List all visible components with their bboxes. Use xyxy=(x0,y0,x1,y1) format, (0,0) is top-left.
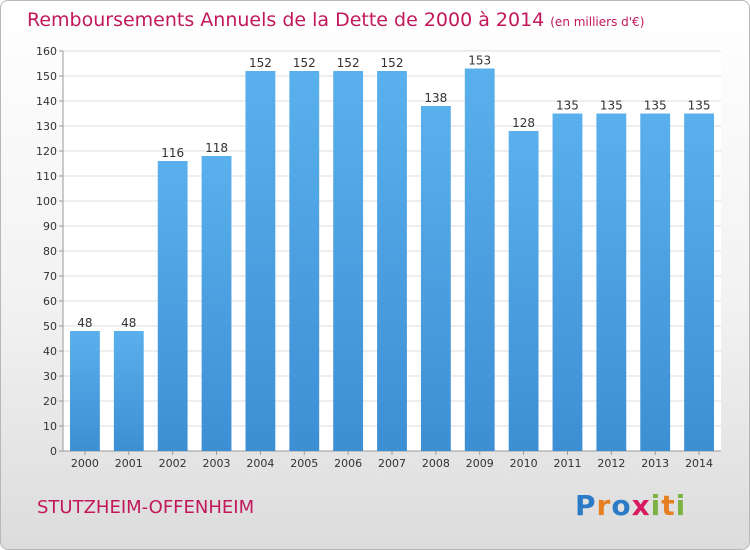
logo-letter-5: t xyxy=(661,489,676,522)
proxiti-logo: Proxiti xyxy=(575,489,686,522)
bar-2005 xyxy=(289,71,320,451)
logo-letter-0: P xyxy=(575,489,597,522)
bar-2008 xyxy=(420,106,451,451)
y-tick-label-160: 160 xyxy=(36,45,57,58)
y-tick-label-0: 0 xyxy=(50,445,57,458)
y-tick-label-100: 100 xyxy=(36,195,57,208)
y-tick-label-90: 90 xyxy=(43,220,57,233)
bar-2014 xyxy=(684,113,714,451)
bar-2013 xyxy=(640,113,671,451)
bar-2002 xyxy=(157,161,188,451)
bar-2003 xyxy=(201,156,232,451)
x-tick-label-2003: 2003 xyxy=(203,457,231,470)
logo-letter-4: i xyxy=(650,489,662,522)
data-label-2003: 118 xyxy=(205,141,228,155)
data-label-2012: 135 xyxy=(600,99,623,113)
data-label-2007: 152 xyxy=(381,56,404,70)
x-tick-label-2009: 2009 xyxy=(466,457,494,470)
y-tick-label-20: 20 xyxy=(43,395,57,408)
data-label-2006: 152 xyxy=(337,56,360,70)
data-label-2000: 48 xyxy=(77,316,92,330)
y-tick-label-110: 110 xyxy=(36,170,57,183)
y-tick-label-150: 150 xyxy=(36,70,57,83)
data-label-2013: 135 xyxy=(644,99,667,113)
chart-title: Remboursements Annuels de la Dette de 20… xyxy=(27,9,644,31)
x-tick-label-2004: 2004 xyxy=(246,457,274,470)
bar-2012 xyxy=(596,113,627,451)
y-tick-label-10: 10 xyxy=(43,420,57,433)
x-tick-label-2007: 2007 xyxy=(378,457,406,470)
logo-letter-6: i xyxy=(675,489,687,522)
x-tick-label-2013: 2013 xyxy=(641,457,669,470)
data-label-2014: 135 xyxy=(688,99,711,113)
y-tick-label-30: 30 xyxy=(43,370,57,383)
x-tick-label-2000: 2000 xyxy=(71,457,99,470)
x-tick-label-2006: 2006 xyxy=(334,457,362,470)
bar-2007 xyxy=(377,71,407,451)
data-label-2008: 138 xyxy=(424,91,447,105)
chart-unit-note: (en milliers d'€) xyxy=(550,15,645,29)
bar-2000 xyxy=(70,331,100,451)
data-label-2011: 135 xyxy=(556,99,579,113)
y-tick-label-130: 130 xyxy=(36,120,57,133)
chart-title-text: Remboursements Annuels de la Dette de 20… xyxy=(27,9,545,31)
x-tick-label-2001: 2001 xyxy=(115,457,143,470)
x-tick-label-2005: 2005 xyxy=(290,457,318,470)
y-tick-label-60: 60 xyxy=(43,295,57,308)
x-tick-label-2008: 2008 xyxy=(422,457,450,470)
data-label-2004: 152 xyxy=(249,56,272,70)
x-tick-label-2011: 2011 xyxy=(553,457,581,470)
data-label-2009: 153 xyxy=(468,54,491,68)
logo-letter-3: x xyxy=(631,489,651,522)
x-tick-label-2012: 2012 xyxy=(597,457,625,470)
y-tick-label-140: 140 xyxy=(36,95,57,108)
logo-letter-1: r xyxy=(596,489,612,522)
logo-letter-2: o xyxy=(611,489,632,522)
bar-2004 xyxy=(245,71,276,451)
data-label-2005: 152 xyxy=(293,56,316,70)
bar-2009 xyxy=(464,68,495,451)
x-tick-label-2010: 2010 xyxy=(510,457,538,470)
y-tick-label-70: 70 xyxy=(43,270,57,283)
data-label-2010: 128 xyxy=(512,116,535,130)
bar-2001 xyxy=(113,331,144,451)
x-tick-label-2014: 2014 xyxy=(685,457,713,470)
y-tick-label-40: 40 xyxy=(43,345,57,358)
bar-2010 xyxy=(508,131,539,451)
y-tick-label-50: 50 xyxy=(43,320,57,333)
commune-name: STUTZHEIM-OFFENHEIM xyxy=(37,497,255,518)
data-label-2002: 116 xyxy=(161,146,184,160)
y-tick-label-80: 80 xyxy=(43,245,57,258)
x-tick-label-2002: 2002 xyxy=(159,457,187,470)
bar-2006 xyxy=(333,71,364,451)
data-label-2001: 48 xyxy=(121,316,136,330)
y-tick-label-120: 120 xyxy=(36,145,57,158)
bar-2011 xyxy=(552,113,583,451)
